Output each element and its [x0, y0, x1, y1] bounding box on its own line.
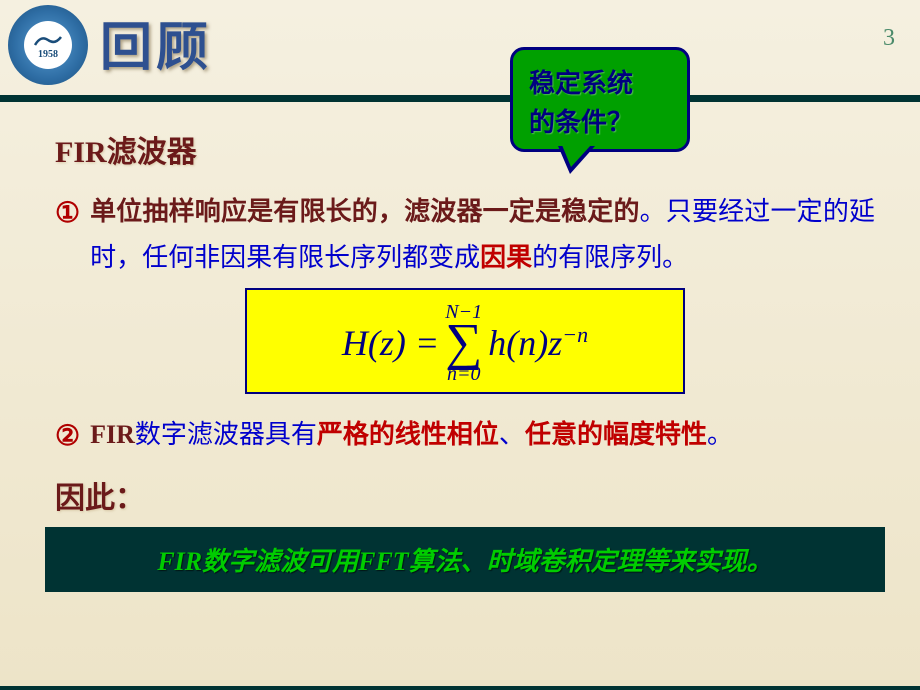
point1-marker: ① — [55, 189, 80, 280]
bullet-point-2: ② FIR数字滤波器具有严格的线性相位、任意的幅度特性。 — [55, 412, 875, 461]
university-logo: 1958 — [8, 5, 88, 85]
logo-year: 1958 — [38, 49, 58, 60]
formula-exponent: −n — [562, 322, 588, 347]
point1-text-d: 的有限序列。 — [532, 243, 688, 272]
therefore-label: 因此： — [55, 473, 875, 517]
callout-text-line2: 的条件？ — [529, 103, 671, 142]
callout-text-line1: 稳定系统 — [529, 64, 671, 103]
slide-title: 回顾 — [100, 5, 900, 80]
logo-inner-circle: 1958 — [24, 21, 72, 69]
formula-rhs: h(n)z−n — [488, 322, 588, 364]
point2-text-b: 数字滤波器具有 — [135, 420, 317, 449]
point2-marker: ② — [55, 412, 80, 461]
sum-lower: n=0 — [447, 364, 481, 384]
formula-rhs-base: h(n)z — [488, 323, 562, 363]
conclusion-box: FIR数字滤波可用FFT算法、时域卷积定理等来实现。 — [45, 527, 885, 592]
bullet-point-1: ① 单位抽样响应是有限长的，滤波器一定是稳定的。只要经过一定的延时，任何非因果有… — [55, 189, 875, 280]
header: 1958 回顾 3 — [0, 0, 920, 95]
formula-lhs: H(z) = — [342, 322, 439, 364]
logo-outer-ring: 1958 — [8, 5, 88, 85]
point2-text-f: 。 — [707, 420, 733, 449]
point2-highlight-c: 严格的线性相位 — [317, 420, 499, 449]
point2-body: FIR数字滤波器具有严格的线性相位、任意的幅度特性。 — [90, 412, 875, 461]
header-divider — [0, 95, 920, 102]
formula-box: H(z) = N−1 ∑ n=0 h(n)z−n — [245, 288, 685, 394]
section-subtitle: FIR滤波器 — [55, 127, 875, 171]
footer-divider — [0, 686, 920, 690]
slide-container: 1958 回顾 3 稳定系统 的条件？ FIR滤波器 ① 单位抽样响应是有限长的… — [0, 0, 920, 690]
summation-symbol: N−1 ∑ n=0 — [445, 302, 482, 384]
formula-equation: H(z) = N−1 ∑ n=0 h(n)z−n — [267, 302, 663, 384]
point2-highlight-e: 任意的幅度特性 — [525, 420, 707, 449]
callout-tail-fill — [562, 145, 591, 167]
point2-text-d: 、 — [499, 420, 525, 449]
page-number: 3 — [883, 25, 895, 52]
point1-body: 单位抽样响应是有限长的，滤波器一定是稳定的。只要经过一定的延时，任何非因果有限长… — [90, 189, 875, 280]
point1-highlight: 因果 — [480, 243, 532, 272]
content-area: 稳定系统 的条件？ FIR滤波器 ① 单位抽样响应是有限长的，滤波器一定是稳定的… — [0, 102, 920, 602]
sigma-icon: ∑ — [445, 322, 482, 364]
conclusion-text: FIR数字滤波可用FFT算法、时域卷积定理等来实现。 — [65, 541, 865, 578]
point2-fir: FIR — [90, 420, 135, 449]
point1-emphasis: 单位抽样响应是有限长的，滤波器一定是稳定的 — [90, 197, 640, 226]
logo-wave-icon — [33, 31, 63, 49]
callout-bubble: 稳定系统 的条件？ — [510, 47, 690, 152]
